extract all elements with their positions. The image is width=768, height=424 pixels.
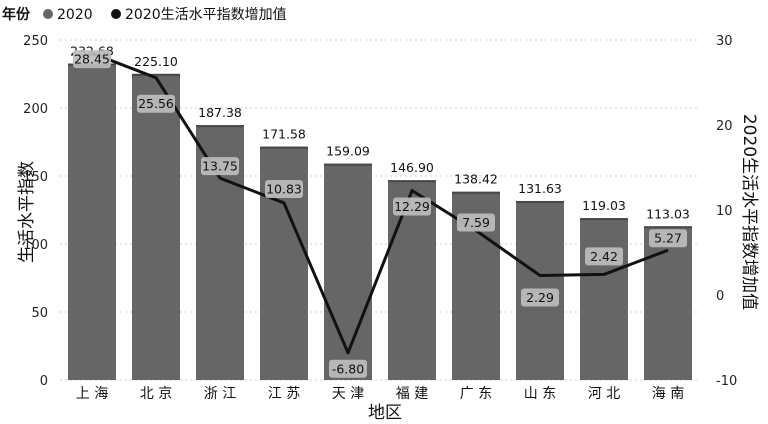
bar-cap — [132, 73, 180, 76]
x-tick-label: 海 南 — [652, 386, 684, 402]
bar-cap — [260, 146, 308, 149]
y2-tick-label: 30 — [716, 34, 733, 49]
bar-value-label: 225.10 — [134, 54, 178, 69]
line-label-box — [73, 50, 111, 69]
bar-value-label: 131.63 — [518, 181, 562, 196]
bar-value-label: 113.03 — [646, 206, 690, 221]
bar — [644, 226, 692, 380]
line-label-box — [201, 157, 239, 176]
y2-tick-label: -10 — [716, 374, 737, 389]
bar-cap — [324, 163, 372, 166]
bar-value-labels: 232.68225.10187.38171.58159.09146.90138.… — [70, 44, 690, 222]
y-tick-label: 0 — [40, 374, 48, 389]
x-tick-label: 北 京 — [140, 386, 172, 402]
bar-value-label: 119.03 — [582, 198, 626, 213]
line-label-box — [329, 359, 367, 378]
legend-title: 年份 — [2, 6, 31, 23]
x-tick-label: 山 东 — [524, 386, 556, 402]
y-tick-label: 250 — [23, 34, 48, 49]
x-axis-title: 地区 — [368, 403, 402, 423]
line-label-box — [137, 94, 175, 113]
legend-swatch-increase — [111, 9, 121, 19]
bar-cap — [580, 218, 628, 221]
legend-label-2020: 2020 — [57, 7, 93, 23]
line-value-label: 7.59 — [462, 215, 490, 230]
y-axis-left: 0 50 100 150 200 250 — [23, 34, 48, 389]
y2-axis-title: 2020生活水平指数增加值 — [739, 114, 759, 310]
x-axis: 上 海北 京浙 江江 苏天 津福 建广 东山 东河 北海 南 — [76, 386, 684, 402]
bar — [68, 63, 116, 380]
bar-value-label: 146.90 — [390, 160, 434, 175]
line-label-box — [393, 197, 431, 216]
line-value-label: 2.29 — [526, 290, 554, 305]
line-value-label: 5.27 — [654, 231, 682, 246]
legend-swatch-2020 — [43, 9, 53, 19]
line-value-label: 13.75 — [202, 159, 238, 174]
line-value-label: 10.83 — [266, 181, 302, 196]
bar-value-label: 187.38 — [198, 105, 242, 120]
line-value-labels: 28.45 25.56 13.75 10.83 -6.80 12.29 7.59 2.29 2.… — [73, 50, 687, 378]
y-tick-label: 200 — [23, 102, 48, 117]
bar-cap — [196, 125, 244, 128]
x-tick-label: 上 海 — [76, 386, 108, 402]
x-tick-label: 天 津 — [332, 386, 364, 402]
line-value-label: 28.45 — [74, 52, 110, 67]
bar-value-label: 171.58 — [262, 127, 306, 142]
y-tick-label: 50 — [31, 306, 48, 321]
line-label-box — [649, 229, 687, 248]
y-tick-label: 100 — [23, 238, 48, 253]
bar — [324, 163, 372, 380]
line-value-label: -6.80 — [332, 361, 364, 376]
line-label-box — [585, 247, 623, 266]
bar-cap — [388, 180, 436, 183]
line-value-label: 2.42 — [590, 249, 618, 264]
bar-value-label: 138.42 — [454, 172, 498, 187]
line-value-label: 25.56 — [138, 96, 174, 111]
series-line — [91, 51, 669, 355]
y-axis-title: 生活水平指数 — [17, 161, 37, 263]
x-tick-label: 河 北 — [588, 386, 620, 402]
bar-cap — [644, 226, 692, 229]
y-tick-label: 150 — [23, 170, 48, 185]
x-tick-label: 广 东 — [460, 386, 492, 402]
line-label-box — [265, 179, 303, 198]
x-tick-label: 江 苏 — [268, 386, 300, 402]
y2-tick-label: 0 — [716, 289, 724, 304]
x-tick-label: 福 建 — [396, 386, 428, 402]
legend-label-increase: 2020生活水平指数增加值 — [125, 7, 287, 23]
y-axis-right: -10 0 10 20 30 — [716, 34, 737, 389]
line-label-box — [457, 213, 495, 232]
bar — [580, 218, 628, 380]
line-value-label: 12.29 — [394, 199, 430, 214]
y2-tick-label: 10 — [716, 204, 733, 219]
legend: 年份 2020 2020生活水平指数增加值 — [2, 6, 287, 23]
line-label-box — [521, 288, 559, 307]
bar — [132, 73, 180, 380]
y2-tick-label: 20 — [716, 119, 733, 134]
bar-cap — [516, 200, 564, 203]
line-series — [91, 51, 669, 355]
x-tick-label: 浙 江 — [204, 386, 236, 402]
bar-value-label: 159.09 — [326, 144, 370, 159]
bar-cap — [452, 191, 500, 194]
